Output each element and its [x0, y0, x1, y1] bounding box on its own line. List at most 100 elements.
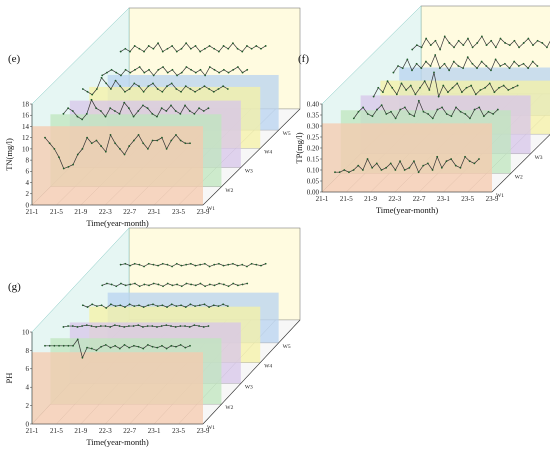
data-point: [171, 45, 174, 47]
data-point: [123, 101, 126, 104]
data-point: [166, 71, 169, 74]
data-point: [389, 162, 392, 165]
data-point: [185, 66, 188, 68]
data-point: [58, 156, 60, 159]
data-point: [161, 304, 164, 307]
data-point: [165, 147, 168, 150]
data-point: [462, 67, 464, 70]
x-tick-label: 21-5: [340, 195, 353, 203]
data-point: [478, 106, 481, 109]
data-point: [437, 95, 440, 98]
data-point: [156, 305, 159, 308]
y-axis-title: TP(mg/l): [294, 132, 304, 163]
data-point: [143, 265, 145, 268]
data-point: [208, 265, 211, 268]
data-point: [232, 68, 235, 71]
data-point: [405, 89, 408, 91]
data-point: [194, 305, 196, 308]
panel-0: W5 W4 W3 W2 W1 0 2 4 6 8 10 12 14 16 18 21-1 21-5 21-9 22-…: [4, 7, 301, 228]
series-label-W2: W2: [515, 174, 523, 180]
data-point: [208, 283, 211, 286]
data-point: [128, 346, 131, 349]
data-point: [417, 171, 420, 174]
data-point: [246, 282, 249, 285]
data-point: [217, 305, 220, 308]
data-point: [134, 282, 136, 285]
panel-2: W5 W4 W3 W2 W1 0 2 4 6 8 10 21-1 21-5 21-9 22-3 22-7 23-…: [4, 227, 301, 447]
data-point: [128, 303, 131, 306]
data-point: [133, 305, 136, 308]
data-point: [459, 166, 462, 169]
data-point: [132, 344, 135, 347]
data-point: [507, 89, 510, 91]
data-point: [212, 90, 215, 93]
data-point: [171, 265, 174, 268]
data-point: [123, 343, 126, 346]
data-point: [147, 147, 149, 150]
data-point: [119, 304, 122, 307]
data-point: [157, 68, 160, 71]
data-point: [170, 344, 173, 347]
y-tick-label: 8: [26, 347, 30, 355]
data-point: [137, 324, 140, 327]
y-tick-label: 18: [22, 100, 30, 108]
y-tick-label: 10: [22, 328, 30, 336]
data-point: [147, 45, 150, 47]
data-point: [44, 344, 46, 347]
data-point: [490, 39, 493, 42]
data-point: [227, 71, 230, 74]
data-point: [241, 50, 244, 53]
data-point: [62, 167, 65, 170]
data-point: [443, 62, 446, 65]
data-point: [199, 263, 202, 266]
data-point: [189, 344, 191, 347]
data-point: [184, 104, 186, 107]
data-point: [179, 112, 182, 115]
data-point: [488, 82, 491, 85]
series-line-W1: [335, 155, 480, 173]
y-axis-title: TN(mg/l): [4, 138, 14, 171]
data-point: [67, 107, 70, 110]
data-point: [95, 139, 98, 142]
data-point: [171, 284, 174, 287]
data-point: [241, 263, 244, 266]
data-point: [445, 113, 448, 115]
x-tick-label: 23-5: [172, 208, 185, 216]
x-tick-label: 23-9: [197, 208, 210, 216]
data-point: [371, 115, 374, 118]
data-point: [114, 344, 117, 347]
data-point: [236, 284, 239, 287]
data-point: [120, 74, 122, 77]
data-point: [466, 56, 469, 59]
data-point: [137, 133, 140, 136]
x-tick-label: 23-5: [461, 195, 474, 203]
series-label-W4: W4: [264, 364, 272, 370]
data-point: [434, 54, 437, 56]
data-point: [448, 69, 451, 72]
data-point: [498, 86, 500, 89]
data-point: [161, 344, 163, 347]
data-point: [81, 304, 84, 307]
data-point: [170, 325, 172, 327]
data-point: [366, 158, 369, 160]
data-point: [222, 85, 225, 88]
data-point: [527, 37, 530, 40]
data-point: [148, 68, 150, 71]
data-point: [101, 74, 104, 77]
data-point: [95, 305, 98, 308]
data-point: [467, 37, 469, 40]
data-point: [128, 107, 130, 110]
data-point: [496, 108, 499, 111]
data-point: [118, 347, 121, 350]
data-point: [129, 283, 132, 286]
data-point: [118, 147, 121, 150]
data-point: [513, 39, 516, 42]
data-point: [434, 39, 437, 42]
data-point: [431, 169, 434, 171]
data-point: [129, 50, 131, 53]
data-point: [110, 68, 113, 71]
data-point: [142, 90, 145, 93]
data-point: [143, 71, 146, 74]
data-point: [162, 285, 164, 288]
data-point: [459, 110, 462, 113]
